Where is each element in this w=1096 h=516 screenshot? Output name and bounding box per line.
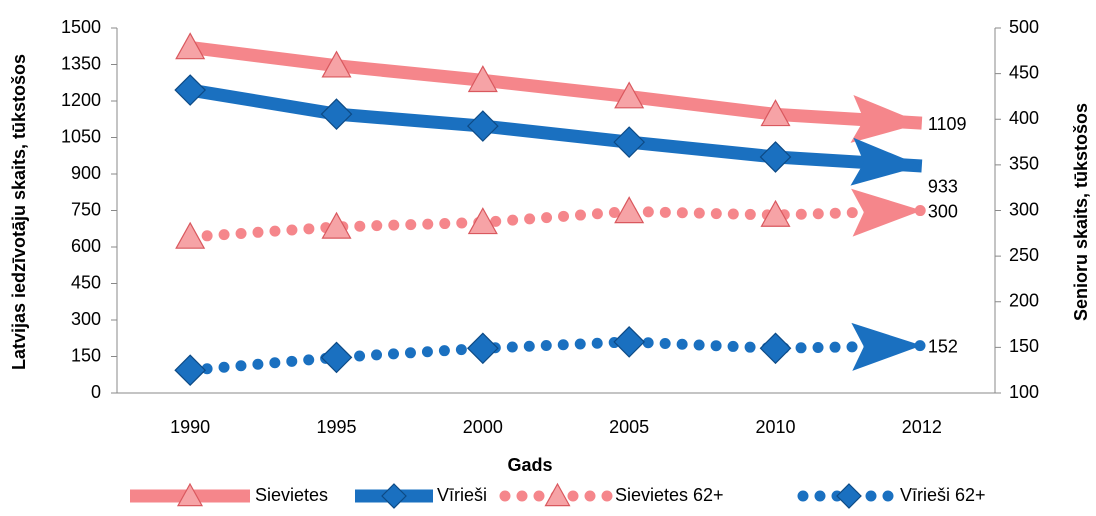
legend-label: Sievietes	[255, 485, 328, 505]
data-point	[759, 141, 792, 173]
data-point	[613, 326, 646, 358]
x-tick-label: 1990	[170, 417, 210, 437]
y-tick-label: 450	[71, 272, 101, 292]
data-point	[467, 65, 498, 93]
y-tick-label: 600	[71, 236, 101, 256]
x-tick-label: 2000	[463, 417, 503, 437]
y2-tick-label: 300	[1009, 199, 1039, 219]
y-tick-label: 0	[91, 382, 101, 402]
legend-label: Vīrieši	[437, 485, 487, 505]
data-point	[320, 98, 353, 130]
data-label: 152	[928, 336, 958, 356]
y-tick-label: 1350	[61, 53, 101, 73]
legend-marker	[176, 482, 204, 507]
data-label: 933	[928, 177, 958, 197]
data-point	[760, 99, 791, 127]
y2-tick-label: 100	[1009, 382, 1039, 402]
data-point	[466, 332, 499, 365]
data-point	[175, 221, 206, 249]
series-line	[189, 41, 923, 130]
y-tick-label: 300	[71, 309, 101, 329]
data-point	[174, 354, 207, 387]
y2-tick-label: 400	[1009, 108, 1039, 128]
data-point	[321, 211, 352, 239]
data-point	[175, 32, 206, 60]
y2-tick-label: 250	[1009, 245, 1039, 265]
y2-axis-title: Senioru skaits, tūkstošos	[1071, 103, 1091, 321]
data-point	[321, 50, 352, 78]
legend-marker	[836, 483, 862, 509]
y-axis-title: Latvijas iedzīvotāju skaits, tūkstošos	[9, 54, 29, 370]
x-tick-label: 2012	[902, 417, 942, 437]
y-tick-label: 1050	[61, 126, 101, 146]
series-line	[189, 83, 923, 173]
y2-tick-label: 200	[1009, 291, 1039, 311]
data-point	[320, 341, 353, 374]
y2-tick-label: 450	[1009, 62, 1039, 82]
y-tick-label: 1500	[61, 17, 101, 37]
x-tick-label: 1995	[316, 417, 356, 437]
data-point	[613, 126, 646, 158]
arrow-head	[851, 188, 922, 237]
legend-label: Vīrieši 62+	[900, 485, 986, 505]
arrow-head	[851, 322, 922, 371]
y2-tick-label: 150	[1009, 336, 1039, 356]
x-tick-label: 2010	[755, 417, 795, 437]
data-point	[174, 74, 207, 106]
data-point	[614, 81, 645, 109]
y-tick-label: 150	[71, 345, 101, 365]
data-label: 300	[928, 201, 958, 221]
legend-marker	[381, 483, 407, 509]
y-tick-label: 900	[71, 163, 101, 183]
data-point	[760, 199, 791, 227]
data-point	[467, 207, 498, 235]
arrow-head	[850, 137, 922, 186]
series-line	[184, 336, 928, 376]
legend-label: Sievietes 62+	[615, 485, 724, 505]
data-label: 1109	[928, 114, 967, 134]
arrow-head	[850, 95, 922, 143]
data-point	[614, 196, 645, 224]
y-tick-label: 750	[71, 199, 101, 219]
x-tick-label: 2005	[609, 417, 649, 437]
x-axis-title: Gads	[507, 455, 552, 475]
y-tick-label: 1200	[61, 90, 101, 110]
y2-tick-label: 500	[1009, 17, 1039, 37]
series-line	[184, 205, 928, 243]
data-point	[466, 110, 499, 142]
legend-marker	[544, 482, 571, 507]
y2-tick-label: 350	[1009, 154, 1039, 174]
data-point	[759, 332, 792, 365]
